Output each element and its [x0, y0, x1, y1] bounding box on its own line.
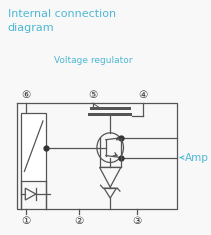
Text: ③: ③ [132, 216, 141, 226]
Text: ⑤: ⑤ [88, 90, 97, 100]
Text: ⑥: ⑥ [22, 90, 31, 100]
Text: ②: ② [75, 216, 84, 226]
Text: diagram: diagram [8, 23, 54, 33]
FancyBboxPatch shape [90, 107, 131, 110]
FancyBboxPatch shape [88, 113, 132, 116]
Text: Voltage regulator: Voltage regulator [54, 56, 132, 65]
FancyBboxPatch shape [21, 113, 46, 181]
Text: ①: ① [22, 216, 31, 226]
Text: Internal connection: Internal connection [8, 9, 116, 19]
Text: ④: ④ [138, 90, 147, 100]
Text: Amp: Amp [185, 153, 209, 163]
